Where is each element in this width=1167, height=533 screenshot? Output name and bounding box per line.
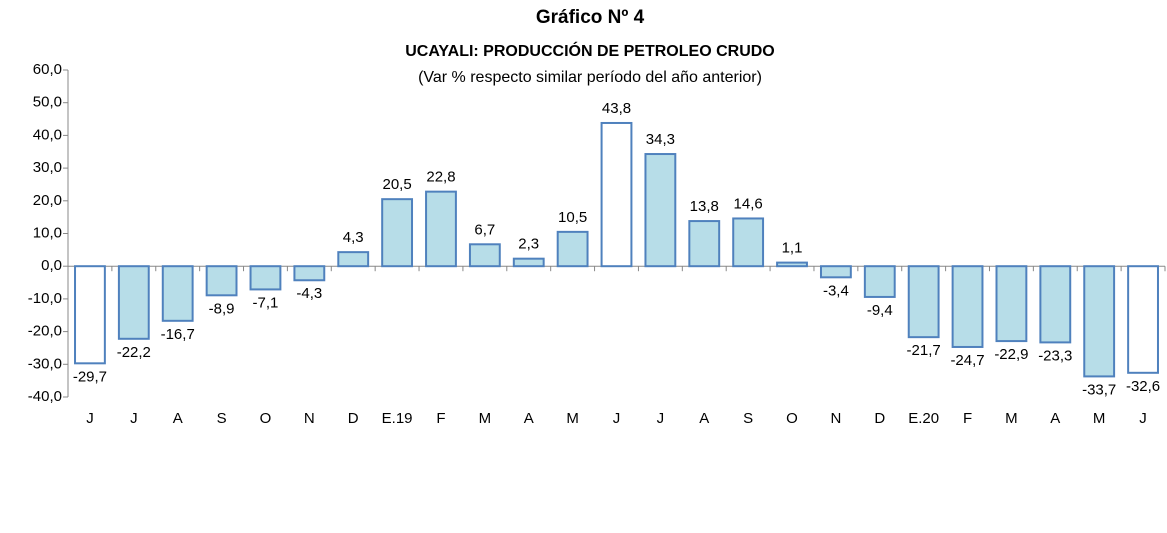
x-tick-label: M (1005, 410, 1018, 427)
value-label: -9,4 (867, 302, 893, 319)
value-label: -3,4 (823, 282, 849, 299)
x-tick-label: M (479, 410, 492, 427)
x-tick-label: S (217, 410, 227, 427)
value-label: -4,3 (296, 285, 322, 302)
x-tick-label: A (524, 410, 534, 427)
value-label: -33,7 (1082, 381, 1116, 398)
x-tick-label: J (657, 410, 665, 427)
x-tick-label: M (1093, 410, 1106, 427)
x-tick-label: E.20 (908, 410, 939, 427)
x-tick-label: A (1050, 410, 1060, 427)
x-tick-label: A (173, 410, 183, 427)
value-label: 43,8 (602, 100, 631, 117)
value-label: -22,9 (994, 346, 1028, 363)
y-tick-label: 60,0 (33, 61, 62, 78)
x-tick-label: J (86, 410, 94, 427)
bar (776, 261, 808, 268)
y-tick-label: 20,0 (33, 192, 62, 209)
chart-title: Gráfico Nº 4 (536, 7, 645, 28)
bar (381, 198, 414, 268)
value-label: -16,7 (161, 326, 195, 343)
x-tick-label: A (699, 410, 709, 427)
chart-note: (Var % respecto similar período del año … (418, 69, 762, 86)
bar (205, 265, 238, 297)
y-tick-label: -20,0 (28, 323, 62, 340)
y-tick-label: 0,0 (41, 257, 62, 274)
bar (951, 265, 984, 348)
value-label: -32,6 (1126, 378, 1160, 395)
x-tick-label: S (743, 410, 753, 427)
value-label: 10,5 (558, 209, 587, 226)
bar (688, 220, 721, 268)
y-tick-label: 30,0 (33, 159, 62, 176)
bar (644, 153, 677, 268)
bar (249, 265, 282, 291)
bar (1127, 265, 1159, 374)
x-tick-label: D (348, 410, 359, 427)
bar (863, 265, 896, 298)
value-label: -23,3 (1038, 347, 1072, 364)
y-tick-label: 50,0 (33, 94, 62, 111)
x-tick-label: J (613, 410, 621, 427)
value-label: 20,5 (382, 176, 411, 193)
value-label: -21,7 (907, 342, 941, 359)
y-tick-label: 10,0 (33, 224, 62, 241)
x-tick-label: D (874, 410, 885, 427)
y-tick-label: -10,0 (28, 290, 62, 307)
x-tick-label: O (786, 410, 798, 427)
value-label: -24,7 (950, 352, 984, 369)
bar (819, 265, 852, 279)
y-tick-label: -40,0 (28, 388, 62, 405)
bar (337, 251, 370, 268)
value-label: 2,3 (518, 236, 539, 253)
y-tick-label: 40,0 (33, 126, 62, 143)
bar (512, 257, 545, 268)
bar (1083, 265, 1116, 378)
value-label: 13,8 (690, 198, 719, 215)
x-tick-label: J (1139, 410, 1147, 427)
bar (117, 265, 150, 340)
y-tick-label: -30,0 (28, 355, 62, 372)
x-tick-label: F (436, 410, 445, 427)
x-tick-label: M (566, 410, 579, 427)
bar (293, 265, 326, 282)
value-label: -7,1 (253, 294, 279, 311)
bar (732, 217, 765, 268)
x-tick-label: O (260, 410, 272, 427)
x-tick-label: F (963, 410, 972, 427)
value-label: 34,3 (646, 131, 675, 148)
bar (556, 230, 589, 268)
value-label: 1,1 (782, 240, 803, 257)
value-label: -29,7 (73, 368, 107, 385)
bar (468, 243, 501, 268)
bar (425, 190, 457, 268)
x-tick-label: J (130, 410, 138, 427)
value-label: 14,6 (734, 195, 763, 212)
x-tick-label: E.19 (382, 410, 413, 427)
bar (995, 265, 1028, 343)
value-label: 22,8 (426, 169, 455, 186)
value-label: -22,2 (117, 344, 151, 361)
value-label: 6,7 (474, 221, 495, 238)
bar (600, 121, 633, 268)
bar (1039, 265, 1072, 344)
bar (74, 265, 106, 365)
bar (161, 265, 194, 322)
value-label: -8,9 (209, 300, 235, 317)
value-label: 4,3 (343, 229, 364, 246)
bar (907, 265, 940, 339)
x-tick-label: N (304, 410, 315, 427)
x-tick-label: N (830, 410, 841, 427)
chart-subtitle: UCAYALI: PRODUCCIÓN DE PETROLEO CRUDO (405, 41, 775, 60)
